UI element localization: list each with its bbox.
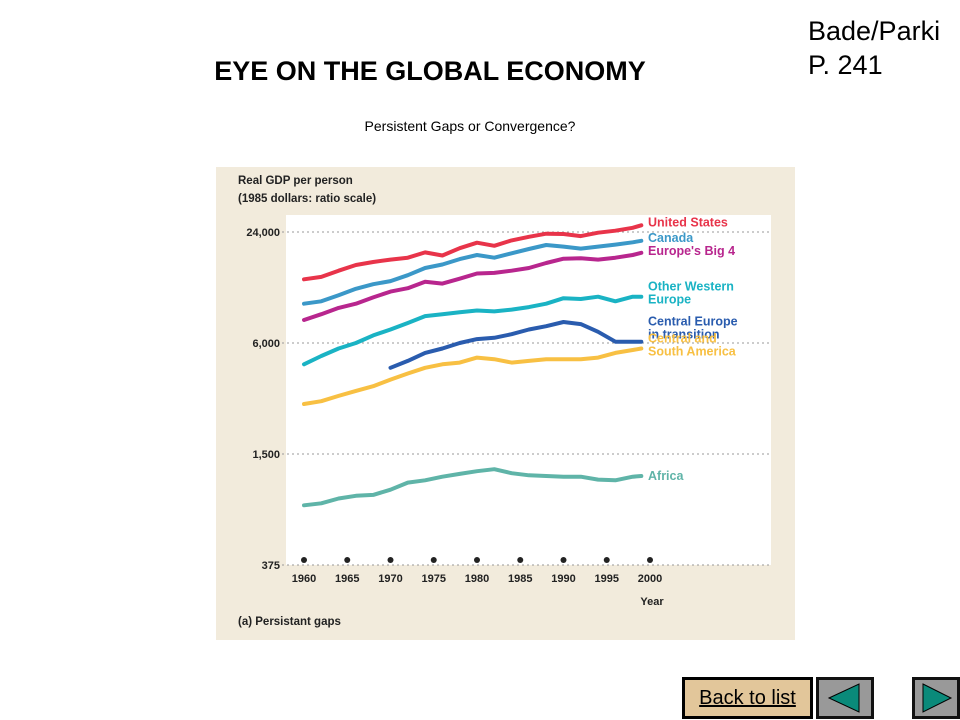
y-tick-label: 6,000 [252, 338, 280, 350]
series-label-europe-s-big-4: Europe's Big 4 [648, 244, 735, 258]
y-tick-label: 24,000 [246, 227, 280, 239]
y-tick-label: 1,500 [252, 449, 280, 461]
series-label-united-states: United States [648, 215, 728, 229]
x-tick-dot [603, 557, 610, 563]
series-label-africa: Africa [648, 469, 684, 483]
series-line-central-europe-in-transition [388, 320, 644, 370]
back-to-list-label: Back to list [699, 687, 796, 709]
triangle-right-icon [922, 683, 953, 713]
series-label-central-europe-in-transition: Central Europe [648, 315, 738, 329]
triangle-left-icon [827, 683, 860, 713]
series-label-canada: Canada [648, 231, 694, 245]
next-slide-button[interactable] [912, 677, 960, 719]
reference-author: Bade/Parki [808, 16, 941, 46]
series-line-europe-s-big-4 [302, 250, 644, 322]
x-tick-dot [560, 557, 567, 563]
previous-slide-button[interactable] [816, 677, 874, 719]
x-tick-dot [387, 557, 394, 563]
x-tick-label: 1970 [378, 573, 402, 585]
slide-subtitle: Persistent Gaps or Convergence? [364, 118, 576, 134]
textbook-reference: Bade/Parki P. 241 [808, 14, 940, 82]
y-tick-label: 375 [262, 560, 280, 572]
series-label-other-western-europe: Europe [648, 293, 691, 307]
x-tick-label: 1995 [595, 573, 619, 585]
series-line-canada [302, 238, 644, 306]
chart-title-subline: (1985 dollars: ratio scale) [238, 193, 376, 205]
x-tick-dot [474, 557, 480, 563]
series-label-central-and-south-america: South America [648, 345, 737, 359]
x-tick-label: 1980 [465, 573, 489, 585]
reference-page: P. 241 [808, 50, 883, 80]
x-tick-dot [301, 557, 307, 563]
x-tick-label: 1975 [422, 573, 446, 585]
series-line-central-and-south-america [302, 346, 644, 406]
x-tick-dot [430, 557, 437, 563]
x-tick-label: 1965 [335, 573, 359, 585]
series-line-united-states [302, 223, 644, 282]
gdp-chart: Real GDP per person (1985 dollars: ratio … [216, 167, 795, 640]
series-line-africa [302, 467, 644, 508]
chart-caption: (a) Persistant gaps [238, 616, 341, 628]
series-label-other-western-europe: Other Western [648, 280, 734, 294]
series-line-other-western-europe [302, 294, 644, 367]
x-axis-label: Year [640, 596, 664, 608]
x-tick-label: 1985 [508, 573, 532, 585]
x-tick-label: 1960 [292, 573, 316, 585]
back-to-list-button[interactable]: Back to list [682, 677, 813, 719]
x-tick-label: 2000 [638, 573, 662, 585]
slide-title: EYE ON THE GLOBAL ECONOMY [214, 56, 646, 86]
x-tick-dot [517, 557, 524, 563]
x-tick-dot [647, 557, 653, 563]
chart-title: Real GDP per person [238, 175, 353, 187]
series-label-central-europe-in-transition: in transition [648, 328, 720, 342]
x-tick-dot [344, 557, 351, 563]
x-tick-label: 1990 [551, 573, 575, 585]
series-label-central-and-south-america: Central and [648, 332, 717, 346]
